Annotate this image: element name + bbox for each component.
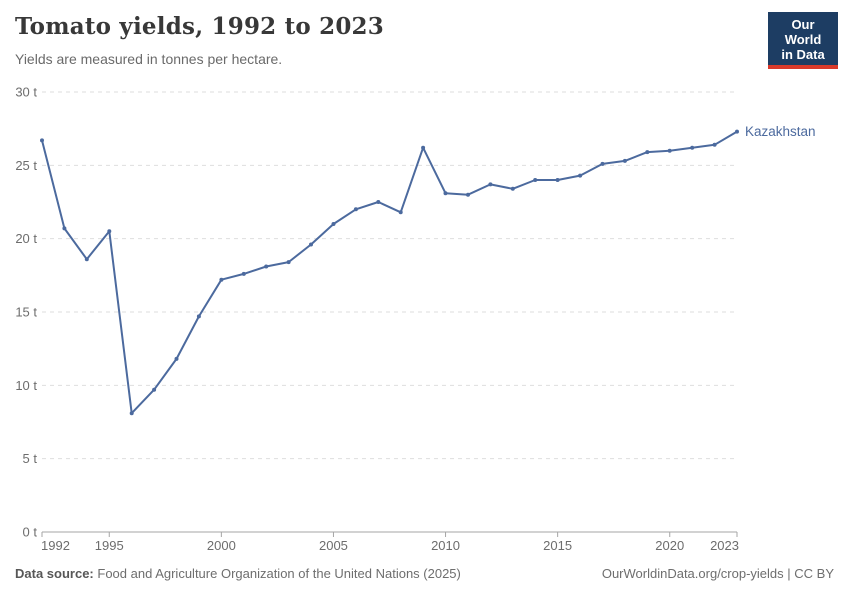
data-point-1994 bbox=[84, 257, 89, 262]
x-tick-label-2020: 2020 bbox=[655, 538, 684, 553]
data-point-1998 bbox=[174, 356, 179, 361]
data-point-2003 bbox=[286, 260, 291, 265]
y-tick-label-20: 20 t bbox=[15, 231, 37, 246]
data-point-1999 bbox=[196, 314, 201, 319]
data-point-2022 bbox=[712, 142, 717, 147]
data-source-text: Food and Agriculture Organization of the… bbox=[97, 566, 461, 581]
data-point-2013 bbox=[510, 186, 515, 191]
data-point-2009 bbox=[421, 145, 426, 150]
data-point-2002 bbox=[264, 264, 269, 269]
credit-link[interactable]: OurWorldinData.org/crop-yields | CC BY bbox=[601, 566, 834, 581]
owid-logo[interactable]: Our World in Data bbox=[768, 12, 838, 69]
data-point-2012 bbox=[488, 182, 493, 187]
data-point-2001 bbox=[241, 271, 246, 276]
data-point-2019 bbox=[645, 150, 650, 155]
data-point-1997 bbox=[152, 387, 157, 392]
x-tick-label-1992: 1992 bbox=[41, 538, 70, 553]
x-tick-label-1995: 1995 bbox=[95, 538, 124, 553]
data-point-2020 bbox=[667, 148, 672, 153]
x-tick-label-2023: 2023 bbox=[710, 538, 739, 553]
data-point-2000 bbox=[219, 277, 224, 282]
y-tick-label-25: 25 t bbox=[15, 158, 37, 173]
data-point-2006 bbox=[353, 207, 358, 212]
y-tick-label-15: 15 t bbox=[15, 305, 37, 320]
data-point-2016 bbox=[578, 173, 583, 178]
y-tick-label-5: 5 t bbox=[23, 451, 38, 466]
chart-subtitle: Yields are measured in tonnes per hectar… bbox=[15, 51, 283, 67]
page-title: Tomato yields, 1992 to 2023 bbox=[15, 13, 384, 40]
y-tick-label-30: 30 t bbox=[15, 85, 37, 100]
owid-logo-line1: Our World bbox=[784, 17, 822, 47]
x-tick-label-2000: 2000 bbox=[207, 538, 236, 553]
series-line-kazakhstan bbox=[41, 130, 738, 415]
data-point-2023 bbox=[735, 129, 739, 134]
x-tick-label-2015: 2015 bbox=[543, 538, 572, 553]
data-point-1992 bbox=[40, 138, 44, 143]
data-point-2008 bbox=[398, 210, 403, 215]
data-source: Data source: Food and Agriculture Organi… bbox=[15, 566, 461, 581]
data-point-2005 bbox=[331, 222, 336, 226]
data-point-2007 bbox=[376, 200, 381, 204]
x-tick-label-2010: 2010 bbox=[431, 538, 460, 553]
data-point-2004 bbox=[309, 242, 313, 247]
owid-logo-line2: in Data bbox=[781, 47, 825, 62]
data-point-1995 bbox=[107, 229, 112, 234]
data-point-2014 bbox=[533, 178, 538, 182]
data-point-2021 bbox=[690, 145, 695, 150]
y-tick-label-10: 10 t bbox=[15, 378, 37, 393]
data-point-2018 bbox=[622, 158, 627, 163]
x-tick-label-2005: 2005 bbox=[319, 538, 348, 553]
data-point-2015 bbox=[555, 178, 560, 182]
data-point-1996 bbox=[129, 411, 134, 416]
data-point-1993 bbox=[62, 226, 67, 231]
data-point-2017 bbox=[600, 161, 605, 166]
data-point-2010 bbox=[443, 191, 448, 196]
y-tick-label-0: 0 t bbox=[23, 525, 38, 540]
data-source-label: Data source: bbox=[15, 566, 94, 581]
data-point-2011 bbox=[466, 192, 470, 197]
series-label-kazakhstan[interactable]: Kazakhstan bbox=[745, 124, 816, 139]
